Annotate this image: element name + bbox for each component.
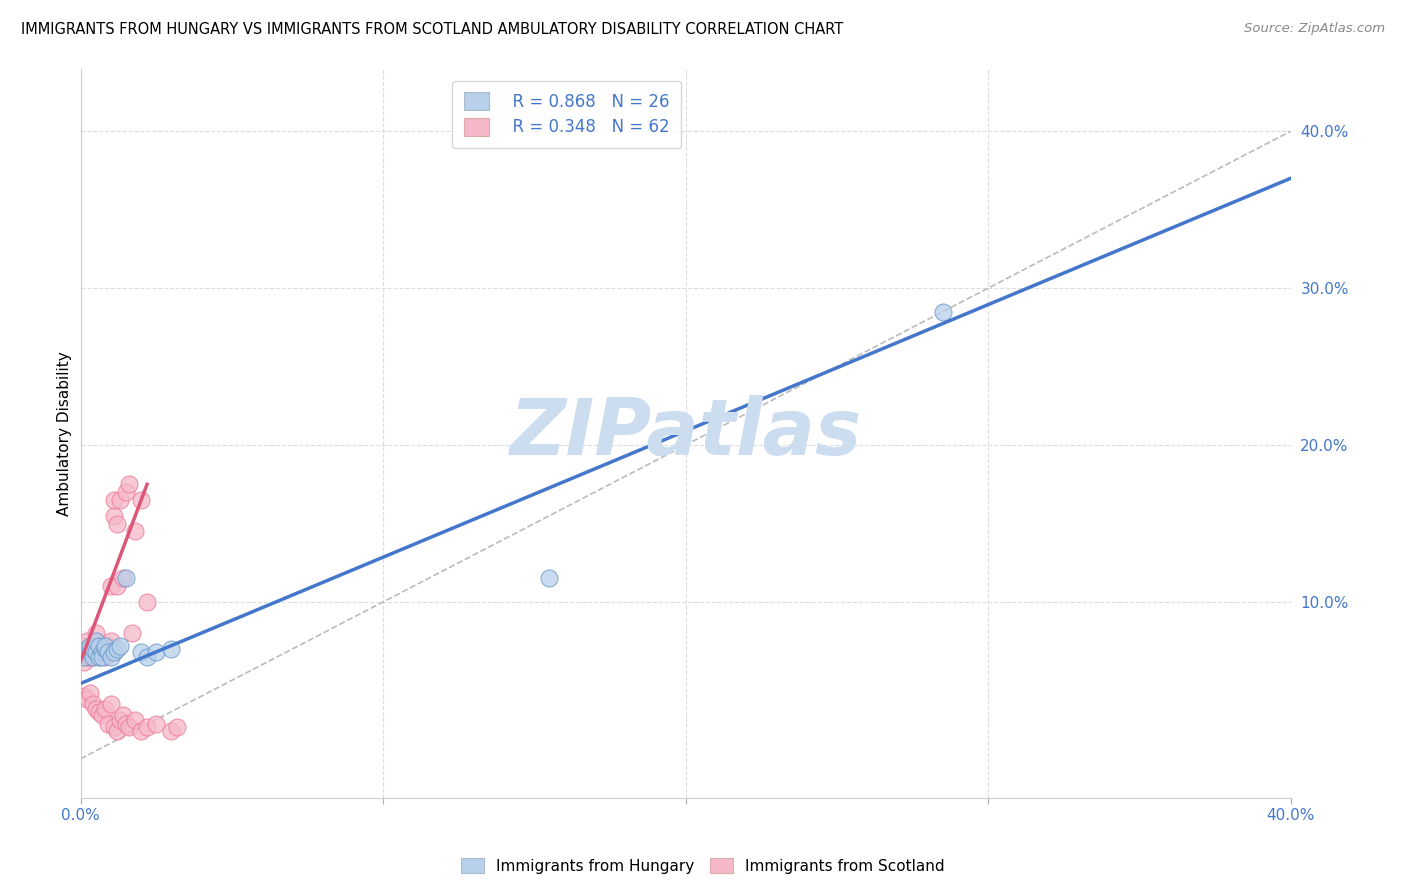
Point (103, 721, 125, 735)
Point (124, 524, 146, 539)
Point (136, 595, 159, 609)
Point (79, 642, 101, 657)
Point (72, 655, 94, 669)
Text: Source: ZipAtlas.com: Source: ZipAtlas.com (1244, 22, 1385, 36)
Point (93, 645, 115, 659)
Point (100, 649, 122, 664)
Point (103, 508, 125, 523)
Point (76, 645, 98, 659)
Point (93, 649, 115, 664)
Point (84, 642, 107, 657)
Point (79, 645, 101, 659)
Point (90, 707, 112, 722)
Point (100, 579, 122, 593)
Legend: Immigrants from Hungary, Immigrants from Scotland: Immigrants from Hungary, Immigrants from… (456, 852, 950, 880)
Point (72, 645, 94, 659)
Point (93, 639, 115, 653)
Point (136, 721, 159, 735)
Point (160, 642, 183, 657)
Point (931, 304, 953, 318)
Point (103, 645, 125, 659)
Point (90, 642, 112, 657)
Point (87, 639, 110, 653)
Point (72, 689, 94, 703)
Point (84, 626, 107, 640)
Point (84, 634, 107, 648)
Point (100, 697, 122, 711)
Point (108, 639, 131, 653)
Text: IMMIGRANTS FROM HUNGARY VS IMMIGRANTS FROM SCOTLAND AMBULATORY DISABILITY CORREL: IMMIGRANTS FROM HUNGARY VS IMMIGRANTS FR… (21, 22, 844, 37)
Point (538, 571, 561, 585)
Point (129, 645, 152, 659)
Point (79, 686, 101, 700)
Point (82, 645, 104, 659)
Point (93, 701, 115, 715)
Point (111, 571, 134, 585)
Point (93, 642, 115, 657)
Point (87, 639, 110, 653)
Point (90, 639, 112, 653)
Point (118, 477, 141, 491)
Point (145, 717, 167, 731)
Point (115, 571, 138, 585)
Point (90, 645, 112, 659)
Point (105, 516, 128, 531)
Point (118, 721, 141, 735)
Point (84, 645, 107, 659)
Point (87, 649, 110, 664)
Legend:   R = 0.868   N = 26,   R = 0.348   N = 62: R = 0.868 N = 26, R = 0.348 N = 62 (451, 80, 681, 148)
Point (115, 717, 138, 731)
Point (82, 639, 104, 653)
Point (105, 723, 128, 738)
Point (160, 723, 183, 738)
Point (105, 579, 128, 593)
Point (90, 645, 112, 659)
Point (76, 649, 98, 664)
Point (82, 649, 104, 664)
Point (90, 649, 112, 664)
Point (103, 493, 125, 508)
Point (136, 649, 159, 664)
Point (108, 493, 131, 508)
Point (84, 645, 107, 659)
Point (76, 634, 98, 648)
Point (82, 649, 104, 664)
Point (79, 645, 101, 659)
Point (97, 645, 120, 659)
Point (129, 723, 152, 738)
Point (121, 626, 143, 640)
Y-axis label: Ambulatory Disability: Ambulatory Disability (58, 351, 72, 516)
Point (97, 717, 120, 731)
Point (79, 649, 101, 664)
Point (82, 697, 104, 711)
Point (166, 721, 188, 735)
Point (87, 645, 110, 659)
Point (129, 493, 152, 508)
Text: ZIPatlas: ZIPatlas (509, 395, 862, 471)
Point (97, 645, 120, 659)
Point (105, 642, 128, 657)
Point (84, 701, 107, 715)
Point (97, 639, 120, 653)
Point (82, 642, 104, 657)
Point (87, 649, 110, 664)
Point (87, 705, 110, 719)
Point (124, 713, 146, 727)
Point (111, 707, 134, 722)
Point (79, 639, 101, 653)
Point (76, 642, 98, 657)
Point (72, 649, 94, 664)
Point (76, 692, 98, 706)
Point (115, 485, 138, 500)
Point (100, 634, 122, 648)
Point (108, 713, 131, 727)
Point (145, 645, 167, 659)
Point (72, 639, 94, 653)
Point (84, 634, 107, 648)
